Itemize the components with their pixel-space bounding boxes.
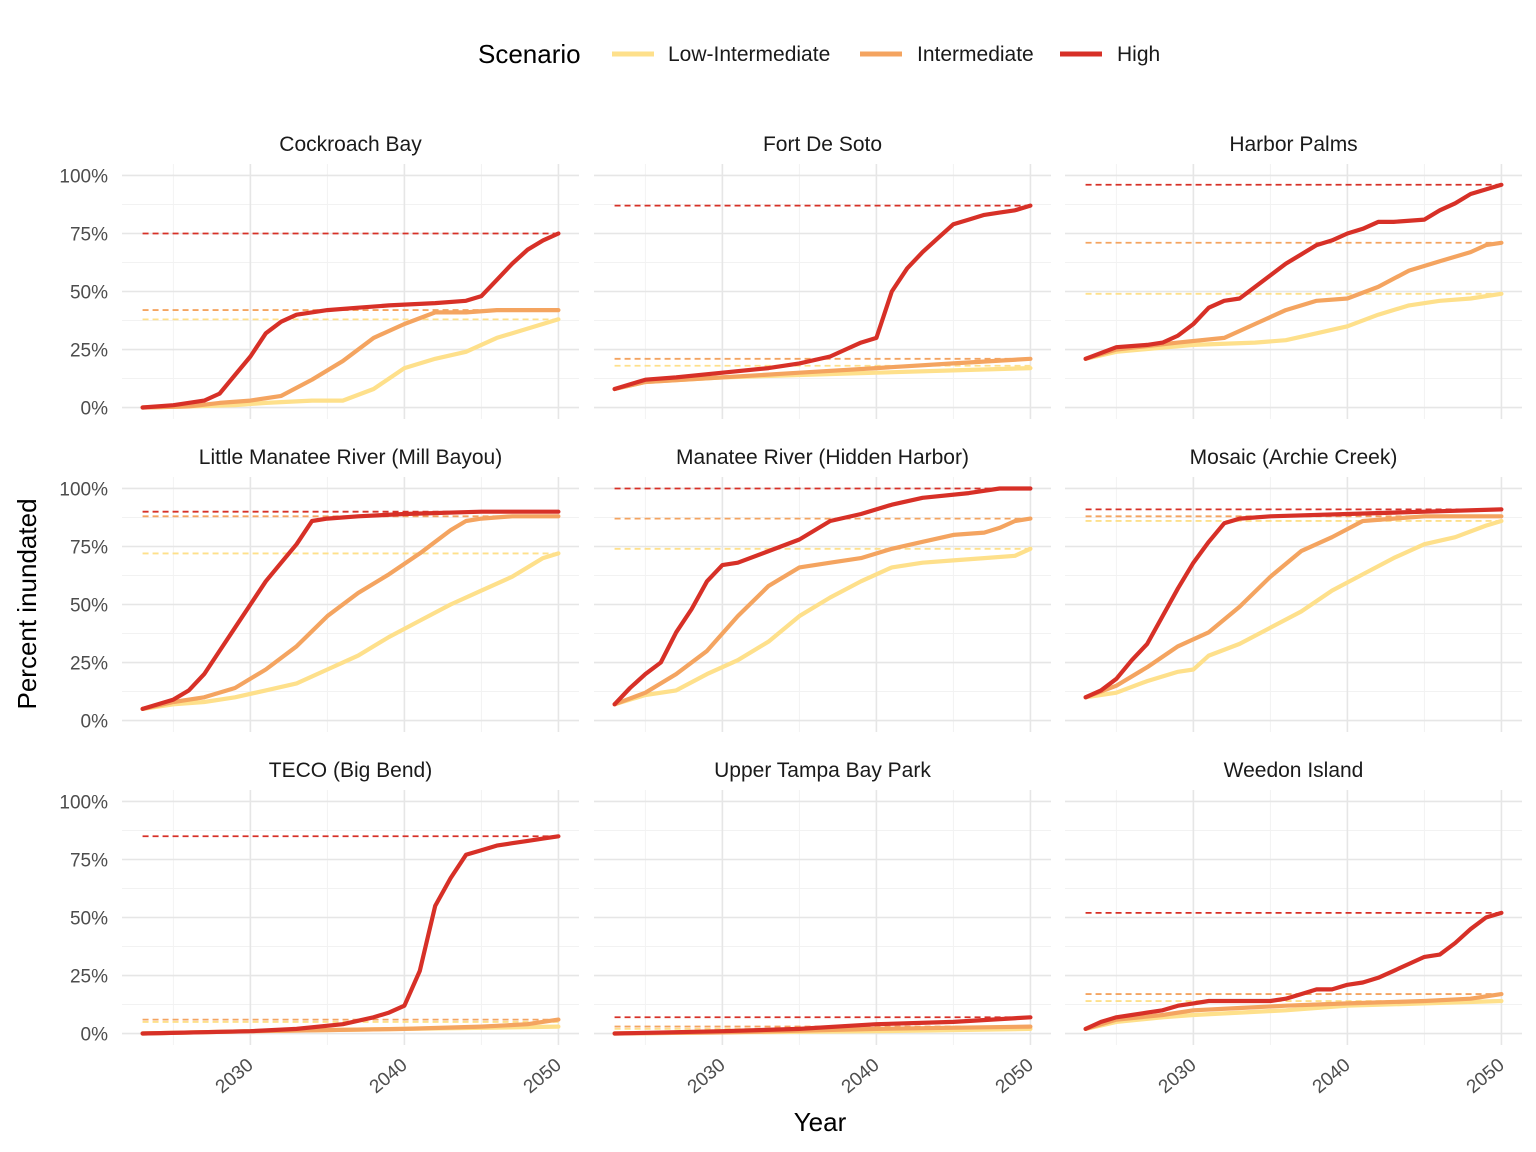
panel-fort-de-soto: Fort De Soto <box>594 133 1051 419</box>
series-line-high <box>612 486 1033 707</box>
panel-title: Upper Tampa Bay Park <box>714 759 931 782</box>
y-tick-label: 100% <box>59 166 108 187</box>
y-tick-label: 75% <box>70 537 108 558</box>
x-tick-label: 2050 <box>992 1055 1038 1098</box>
series-line-intermediate <box>140 514 561 712</box>
panel-title: Fort De Soto <box>763 133 882 156</box>
series-line-low-intermediate <box>140 317 561 410</box>
x-tick-label: 2030 <box>1155 1055 1201 1098</box>
y-tick-label: 75% <box>70 850 108 871</box>
panel-harbor-palms: Harbor Palms <box>1065 133 1522 419</box>
y-tick-label: 0% <box>81 399 109 420</box>
panel-mosaic-archie-creek: Mosaic (Archie Creek) <box>1065 446 1522 732</box>
y-tick-label: 50% <box>70 596 108 617</box>
panel-upper-tampa-bay-park: Upper Tampa Bay Park 2030 2040 2050 <box>594 759 1051 1098</box>
legend: Scenario Low-Intermediate Intermediate Hig… <box>478 39 1160 69</box>
series-line-low-intermediate <box>1083 998 1504 1032</box>
y-tick-label: 50% <box>70 283 108 304</box>
legend-label-high: High <box>1117 43 1160 66</box>
y-axis-title: Percent inundated <box>12 498 42 709</box>
series-line-high <box>1083 507 1504 700</box>
series-line-low-intermediate <box>1083 518 1504 700</box>
panel-little-manatee-river-mill-bayou: Little Manatee River (Mill Bayou) 0% 25% 50… <box>59 446 579 733</box>
series-line-high <box>140 231 561 410</box>
y-tick-label: 25% <box>70 967 108 988</box>
series-line-high <box>1083 182 1504 361</box>
series-line-intermediate <box>1083 514 1504 700</box>
panel-weedon-island: Weedon Island 2030 2040 2050 <box>1065 759 1522 1098</box>
legend-label-intermediate: Intermediate <box>917 43 1034 66</box>
legend-title: Scenario <box>478 39 581 69</box>
y-tick-label: 100% <box>59 792 108 813</box>
series-line-intermediate <box>140 308 561 410</box>
x-tick-label: 2050 <box>520 1055 566 1098</box>
panel-teco-big-bend: TECO (Big Bend) 0% 25% 50% 75% 100% 2030 2040 20… <box>59 759 579 1098</box>
panel-title: Cockroach Bay <box>279 133 422 156</box>
series-line-high <box>140 834 561 1036</box>
x-tick-label: 2040 <box>838 1055 884 1098</box>
y-tick-label: 50% <box>70 909 108 930</box>
series-line-high <box>612 203 1033 392</box>
panel-title: TECO (Big Bend) <box>269 759 432 782</box>
panel-title: Manatee River (Hidden Harbor) <box>676 446 969 469</box>
panel-title: Mosaic (Archie Creek) <box>1190 446 1398 469</box>
y-tick-label: 25% <box>70 341 108 362</box>
panels: Cockroach Bay 0% 25% 50% 75% 100% Fort De Soto… <box>59 133 1522 1098</box>
x-tick-label: 2040 <box>366 1055 412 1098</box>
series-line-intermediate <box>1083 991 1504 1032</box>
panel-title: Harbor Palms <box>1229 133 1357 156</box>
y-tick-label: 25% <box>70 654 108 675</box>
legend-label-low-intermediate: Low-Intermediate <box>668 43 830 66</box>
panel-manatee-river-hidden-harbor: Manatee River (Hidden Harbor) <box>594 446 1051 732</box>
x-axis-title: Year <box>794 1107 847 1137</box>
series-line-low-intermediate <box>140 551 561 712</box>
y-tick-label: 0% <box>81 712 109 733</box>
y-tick-label: 100% <box>59 479 108 500</box>
series-line-low-intermediate <box>612 546 1033 707</box>
x-tick-label: 2050 <box>1463 1055 1509 1098</box>
y-tick-label: 75% <box>70 224 108 245</box>
series-line-intermediate <box>612 356 1033 392</box>
y-tick-label: 0% <box>81 1025 109 1046</box>
panel-cockroach-bay: Cockroach Bay 0% 25% 50% 75% 100% <box>59 133 579 420</box>
panel-title: Little Manatee River (Mill Bayou) <box>199 446 502 469</box>
series-line-intermediate <box>612 516 1033 707</box>
series-line-high <box>1083 910 1504 1032</box>
panel-title: Weedon Island <box>1224 759 1364 782</box>
series-line-high <box>612 1015 1033 1036</box>
series-line-low-intermediate <box>1083 291 1504 361</box>
series-line-high <box>140 509 561 712</box>
x-tick-label: 2040 <box>1309 1055 1355 1098</box>
x-tick-label: 2030 <box>684 1055 730 1098</box>
x-tick-label: 2030 <box>212 1055 258 1098</box>
series-line-intermediate <box>1083 240 1504 361</box>
